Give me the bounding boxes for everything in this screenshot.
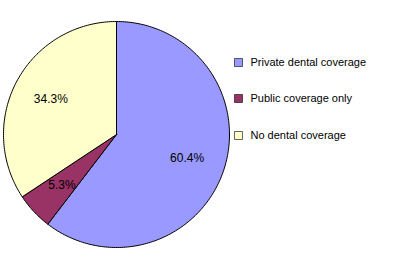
svg-text:Private dental coverage: Private dental coverage — [251, 56, 367, 68]
svg-text:60.4%: 60.4% — [170, 151, 204, 165]
svg-text:Public coverage only: Public coverage only — [251, 92, 353, 104]
svg-text:5.3%: 5.3% — [48, 178, 76, 192]
svg-text:34.3%: 34.3% — [34, 92, 68, 106]
svg-text:No dental coverage: No dental coverage — [251, 129, 346, 141]
